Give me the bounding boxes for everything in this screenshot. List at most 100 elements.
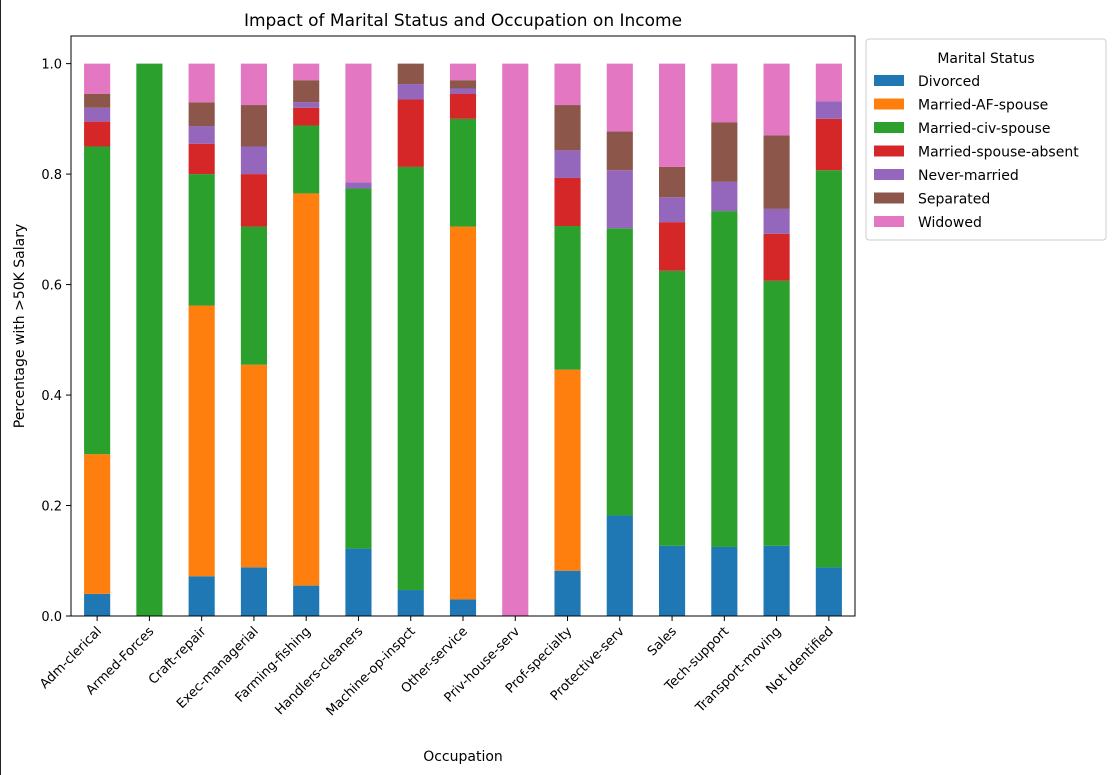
- bar-segment-6-4: [397, 84, 424, 100]
- bar-segment-11-2: [659, 270, 686, 546]
- legend: Marital Status Divorced Married-AF-spouse M…: [865, 38, 1107, 241]
- bar-segment-3-6: [240, 63, 267, 106]
- bar-segment-7-4: [449, 88, 477, 94]
- x-tick-label-5: Handlers-cleaners: [272, 624, 366, 718]
- bar-segment-10-0: [606, 515, 633, 616]
- bar-segment-9-5: [554, 105, 581, 151]
- legend-swatch-5: [874, 192, 904, 204]
- bar-segment-3-4: [240, 146, 267, 175]
- bar-segment-14-4: [815, 101, 842, 119]
- bar-segment-0-4: [84, 107, 111, 122]
- bar-segment-4-4: [293, 102, 320, 108]
- bar-segment-12-2: [711, 211, 738, 547]
- bar-segment-6-2: [397, 166, 424, 591]
- bar-segment-0-5: [84, 94, 111, 108]
- y-tick-label-5: 1.0: [41, 58, 62, 73]
- chart-title: Impact of Marital Status and Occupation …: [244, 11, 682, 31]
- bar-segment-9-1: [554, 369, 581, 571]
- bar-segment-11-4: [659, 197, 686, 223]
- bar-segment-6-5: [397, 63, 424, 85]
- legend-label-4: Never-married: [918, 168, 1019, 184]
- bar-segment-5-6: [345, 63, 372, 183]
- bars-group: [84, 63, 842, 617]
- x-tick-label-13: Transport-moving: [692, 624, 784, 716]
- bar-segment-14-6: [815, 63, 842, 102]
- bar-segment-2-6: [188, 63, 215, 103]
- bar-segment-5-2: [345, 188, 372, 549]
- bar-segment-2-3: [188, 143, 215, 175]
- bar-segment-2-5: [188, 102, 215, 127]
- bar-segment-7-3: [449, 94, 477, 119]
- bar-segment-6-3: [397, 99, 424, 167]
- window-edge: [0, 0, 1, 775]
- bar-segment-1-2: [136, 63, 163, 617]
- legend-label-0: Divorced: [918, 74, 980, 90]
- bar-segment-0-0: [84, 593, 111, 616]
- bar-segment-9-2: [554, 226, 581, 370]
- bar-segment-4-3: [293, 107, 320, 126]
- bar-segment-7-1: [449, 226, 477, 600]
- bar-segment-13-5: [763, 135, 790, 209]
- bar-segment-2-2: [188, 174, 215, 306]
- legend-swatch-6: [874, 216, 904, 227]
- bar-segment-4-5: [293, 80, 320, 103]
- bar-segment-10-5: [606, 131, 633, 171]
- legend-swatch-0: [874, 75, 904, 86]
- bar-segment-2-4: [188, 126, 215, 144]
- legend-label-2: Married-civ-spouse: [918, 121, 1050, 137]
- bar-segment-13-6: [763, 63, 790, 136]
- bar-segment-11-6: [659, 63, 686, 167]
- bar-segment-4-1: [293, 193, 320, 586]
- bar-segment-4-0: [293, 585, 320, 616]
- bar-segment-12-4: [711, 181, 738, 212]
- bar-segment-2-0: [188, 576, 215, 616]
- bar-segment-12-0: [711, 546, 738, 616]
- bar-segment-9-3: [554, 177, 581, 227]
- bar-segment-7-0: [449, 599, 477, 616]
- bar-segment-4-6: [293, 63, 320, 81]
- bar-segment-9-4: [554, 150, 581, 178]
- bar-segment-3-3: [240, 174, 267, 227]
- legend-label-5: Separated: [918, 192, 990, 208]
- y-tick-label-0: 0.0: [41, 610, 62, 625]
- bar-segment-10-2: [606, 228, 633, 516]
- legend-swatch-3: [874, 145, 904, 157]
- bar-segment-8-6: [502, 63, 529, 617]
- bar-segment-10-4: [606, 170, 633, 229]
- bar-segment-5-4: [345, 182, 372, 189]
- bar-segment-13-3: [763, 233, 790, 281]
- bar-segment-3-0: [240, 567, 267, 616]
- bar-segment-4-2: [293, 125, 320, 194]
- legend-swatch-2: [874, 122, 904, 133]
- bar-segment-0-6: [84, 63, 111, 94]
- bar-segment-3-2: [240, 226, 267, 365]
- bar-segment-11-0: [659, 545, 686, 616]
- bar-segment-2-1: [188, 305, 215, 577]
- bar-segment-10-6: [606, 63, 633, 132]
- bar-segment-11-3: [659, 222, 686, 271]
- x-tick-label-11: Sales: [645, 624, 680, 659]
- y-tick-label-2: 0.4: [41, 389, 62, 404]
- bar-segment-14-3: [815, 118, 842, 171]
- bar-segment-0-3: [84, 121, 111, 147]
- legend-frame: [865, 38, 1107, 241]
- y-axis-label: Percentage with >50K Salary: [12, 224, 28, 429]
- bar-segment-7-5: [449, 80, 477, 89]
- bar-segment-12-5: [711, 122, 738, 182]
- legend-title: Marital Status: [937, 51, 1034, 67]
- bar-segment-14-0: [815, 567, 842, 616]
- bar-segment-13-4: [763, 208, 790, 234]
- bar-segment-5-0: [345, 548, 372, 616]
- bar-segment-13-0: [763, 545, 790, 616]
- bar-segment-9-6: [554, 63, 581, 106]
- bar-segment-7-6: [449, 63, 477, 81]
- bar-segment-3-5: [240, 105, 267, 147]
- legend-label-1: Married-AF-spouse: [918, 98, 1048, 114]
- legend-label-6: Widowed: [918, 215, 982, 231]
- x-tick-label-6: Machine-op-inspct: [324, 624, 419, 719]
- bar-segment-0-1: [84, 454, 111, 594]
- bar-segment-9-0: [554, 570, 581, 616]
- y-tick-label-1: 0.2: [41, 500, 62, 515]
- y-tick-label-3: 0.6: [41, 279, 62, 294]
